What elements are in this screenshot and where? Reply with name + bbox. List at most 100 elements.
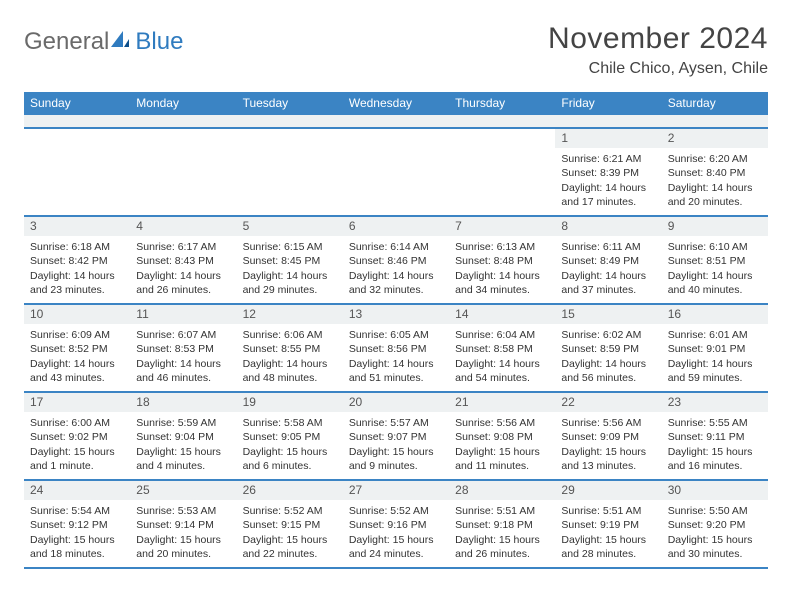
- day-number: 13: [343, 305, 449, 324]
- sunrise-line: Sunrise: 5:56 AM: [455, 416, 549, 430]
- sunset-line: Sunset: 9:09 PM: [561, 430, 655, 444]
- day-info: Sunrise: 5:58 AMSunset: 9:05 PMDaylight:…: [243, 416, 337, 473]
- day-info: Sunrise: 5:52 AMSunset: 9:16 PMDaylight:…: [349, 504, 443, 561]
- day-number: 24: [24, 481, 130, 500]
- week-row: 1Sunrise: 6:21 AMSunset: 8:39 PMDaylight…: [24, 129, 768, 217]
- calendar-cell: 29Sunrise: 5:51 AMSunset: 9:19 PMDayligh…: [555, 481, 661, 567]
- sunrise-line: Sunrise: 5:52 AM: [243, 504, 337, 518]
- day-number: 29: [555, 481, 661, 500]
- calendar-cell: 16Sunrise: 6:01 AMSunset: 9:01 PMDayligh…: [662, 305, 768, 391]
- sunrise-line: Sunrise: 5:54 AM: [30, 504, 124, 518]
- calendar-cell: 23Sunrise: 5:55 AMSunset: 9:11 PMDayligh…: [662, 393, 768, 479]
- day-header-friday: Friday: [555, 92, 661, 115]
- day-info: Sunrise: 6:07 AMSunset: 8:53 PMDaylight:…: [136, 328, 230, 385]
- calendar-cell: [24, 129, 130, 215]
- daylight-line: Daylight: 15 hours and 28 minutes.: [561, 533, 655, 561]
- day-number: 28: [449, 481, 555, 500]
- header: General Blue November 2024 Chile Chico, …: [24, 22, 768, 78]
- daylight-line: Daylight: 14 hours and 56 minutes.: [561, 357, 655, 385]
- day-number: 8: [555, 217, 661, 236]
- calendar-cell: 30Sunrise: 5:50 AMSunset: 9:20 PMDayligh…: [662, 481, 768, 567]
- daylight-line: Daylight: 14 hours and 34 minutes.: [455, 269, 549, 297]
- sunset-line: Sunset: 8:48 PM: [455, 254, 549, 268]
- sunrise-line: Sunrise: 6:06 AM: [243, 328, 337, 342]
- day-number: 12: [237, 305, 343, 324]
- daylight-line: Daylight: 15 hours and 6 minutes.: [243, 445, 337, 473]
- daylight-line: Daylight: 15 hours and 16 minutes.: [668, 445, 762, 473]
- day-number: 18: [130, 393, 236, 412]
- daylight-line: Daylight: 15 hours and 18 minutes.: [30, 533, 124, 561]
- sunset-line: Sunset: 9:18 PM: [455, 518, 549, 532]
- day-number: 2: [662, 129, 768, 148]
- day-info: Sunrise: 6:05 AMSunset: 8:56 PMDaylight:…: [349, 328, 443, 385]
- sunrise-line: Sunrise: 6:20 AM: [668, 152, 762, 166]
- weeks-container: 1Sunrise: 6:21 AMSunset: 8:39 PMDaylight…: [24, 129, 768, 569]
- day-number: 7: [449, 217, 555, 236]
- day-info: Sunrise: 6:15 AMSunset: 8:45 PMDaylight:…: [243, 240, 337, 297]
- sunset-line: Sunset: 8:45 PM: [243, 254, 337, 268]
- day-info: Sunrise: 5:56 AMSunset: 9:09 PMDaylight:…: [561, 416, 655, 473]
- day-info: Sunrise: 5:54 AMSunset: 9:12 PMDaylight:…: [30, 504, 124, 561]
- day-info: Sunrise: 5:59 AMSunset: 9:04 PMDaylight:…: [136, 416, 230, 473]
- day-number: 19: [237, 393, 343, 412]
- day-number: 25: [130, 481, 236, 500]
- week-row: 24 Sunrise: 5:54 AMSunset: 9:12 PMDayligh…: [24, 481, 768, 569]
- sunset-line: Sunset: 8:49 PM: [561, 254, 655, 268]
- sunset-line: Sunset: 9:16 PM: [349, 518, 443, 532]
- day-number: 10: [24, 305, 130, 324]
- day-header-thursday: Thursday: [449, 92, 555, 115]
- sunrise-line: Sunrise: 5:53 AM: [136, 504, 230, 518]
- calendar-cell: 9Sunrise: 6:10 AMSunset: 8:51 PMDaylight…: [662, 217, 768, 303]
- calendar-cell: [237, 129, 343, 215]
- day-header-row: Sunday Monday Tuesday Wednesday Thursday…: [24, 92, 768, 115]
- calendar-cell: 17Sunrise: 6:00 AMSunset: 9:02 PMDayligh…: [24, 393, 130, 479]
- day-number: 4: [130, 217, 236, 236]
- sunset-line: Sunset: 9:20 PM: [668, 518, 762, 532]
- day-info: Sunrise: 6:10 AMSunset: 8:51 PMDaylight:…: [668, 240, 762, 297]
- calendar-cell: 8Sunrise: 6:11 AMSunset: 8:49 PMDaylight…: [555, 217, 661, 303]
- calendar-cell: 24 Sunrise: 5:54 AMSunset: 9:12 PMDayligh…: [24, 481, 130, 567]
- week-row: 3Sunrise: 6:18 AMSunset: 8:42 PMDaylight…: [24, 217, 768, 305]
- day-info: Sunrise: 6:13 AMSunset: 8:48 PMDaylight:…: [455, 240, 549, 297]
- sunrise-line: Sunrise: 5:50 AM: [668, 504, 762, 518]
- title-block: November 2024 Chile Chico, Aysen, Chile: [548, 22, 768, 78]
- day-info: Sunrise: 6:21 AMSunset: 8:39 PMDaylight:…: [561, 152, 655, 209]
- calendar-cell: 7 Sunrise: 6:13 AMSunset: 8:48 PMDaylight…: [449, 217, 555, 303]
- day-header-monday: Monday: [130, 92, 236, 115]
- daylight-line: Daylight: 14 hours and 48 minutes.: [243, 357, 337, 385]
- sunset-line: Sunset: 8:52 PM: [30, 342, 124, 356]
- sunrise-line: Sunrise: 6:15 AM: [243, 240, 337, 254]
- day-number: 30: [662, 481, 768, 500]
- day-number: 22: [555, 393, 661, 412]
- sunrise-line: Sunrise: 5:58 AM: [243, 416, 337, 430]
- day-info: Sunrise: 6:09 AMSunset: 8:52 PMDaylight:…: [30, 328, 124, 385]
- sunset-line: Sunset: 9:07 PM: [349, 430, 443, 444]
- day-header-saturday: Saturday: [662, 92, 768, 115]
- logo-sail-icon: [109, 29, 131, 56]
- sunrise-line: Sunrise: 5:51 AM: [561, 504, 655, 518]
- calendar-cell: [449, 129, 555, 215]
- sunset-line: Sunset: 9:05 PM: [243, 430, 337, 444]
- day-info: Sunrise: 6:17 AMSunset: 8:43 PMDaylight:…: [136, 240, 230, 297]
- week-row: 17Sunrise: 6:00 AMSunset: 9:02 PMDayligh…: [24, 393, 768, 481]
- sunrise-line: Sunrise: 5:56 AM: [561, 416, 655, 430]
- day-number: 20: [343, 393, 449, 412]
- sunrise-line: Sunrise: 5:52 AM: [349, 504, 443, 518]
- sunset-line: Sunset: 8:39 PM: [561, 166, 655, 180]
- sunrise-line: Sunrise: 6:02 AM: [561, 328, 655, 342]
- day-number: 16: [662, 305, 768, 324]
- sunrise-line: Sunrise: 6:11 AM: [561, 240, 655, 254]
- day-info: Sunrise: 6:20 AMSunset: 8:40 PMDaylight:…: [668, 152, 762, 209]
- sunset-line: Sunset: 8:58 PM: [455, 342, 549, 356]
- day-info: Sunrise: 6:18 AMSunset: 8:42 PMDaylight:…: [30, 240, 124, 297]
- calendar-cell: 27Sunrise: 5:52 AMSunset: 9:16 PMDayligh…: [343, 481, 449, 567]
- sunrise-line: Sunrise: 6:09 AM: [30, 328, 124, 342]
- daylight-line: Daylight: 14 hours and 20 minutes.: [668, 181, 762, 209]
- sunrise-line: Sunrise: 6:13 AM: [455, 240, 549, 254]
- sunrise-line: Sunrise: 6:17 AM: [136, 240, 230, 254]
- calendar-cell: 15Sunrise: 6:02 AMSunset: 8:59 PMDayligh…: [555, 305, 661, 391]
- day-number: 11: [130, 305, 236, 324]
- calendar-cell: 26Sunrise: 5:52 AMSunset: 9:15 PMDayligh…: [237, 481, 343, 567]
- month-title: November 2024: [548, 22, 768, 56]
- sunrise-line: Sunrise: 6:01 AM: [668, 328, 762, 342]
